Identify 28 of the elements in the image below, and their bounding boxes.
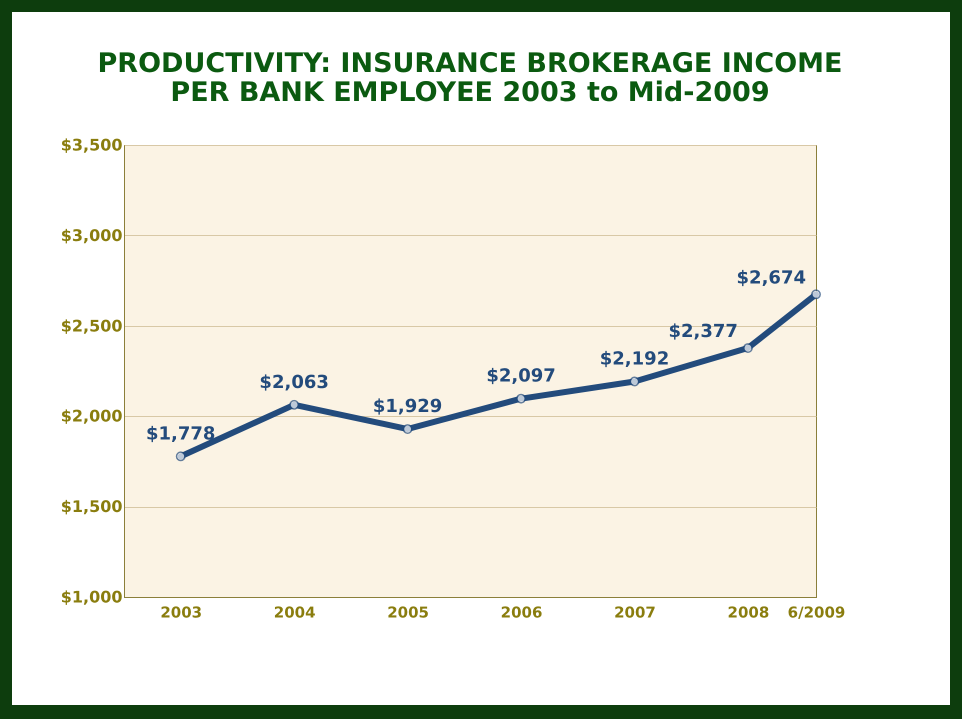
point <box>630 376 640 386</box>
point <box>176 451 186 462</box>
data-label: $2,192 <box>600 348 670 370</box>
x-tick-label: 2006 <box>500 604 542 622</box>
x-tick-label: 6/2009 <box>788 604 846 622</box>
x-tick-label: 2008 <box>728 604 770 622</box>
data-label: $1,929 <box>372 396 442 418</box>
data-label: $1,778 <box>146 423 216 444</box>
y-tick-label: $1,000 <box>60 588 122 606</box>
point <box>402 424 413 434</box>
y-tick-label: $1,500 <box>60 497 122 516</box>
chart-title: PRODUCTIVITY: INSURANCE BROKERAGE INCOME PER BANK EMPLOYEE 2003 to Mid-2009 <box>98 48 842 108</box>
y-tick-label: $3,000 <box>60 226 122 245</box>
point <box>743 343 753 353</box>
point <box>516 394 526 404</box>
x-tick-label: 2005 <box>387 604 429 622</box>
y-tick-label: $3,500 <box>60 136 122 154</box>
data-label: $2,377 <box>668 321 738 342</box>
data-label: $2,674 <box>736 267 806 288</box>
data-label: $2,063 <box>259 372 329 393</box>
x-tick-label: 2003 <box>160 604 202 622</box>
y-tick-label: $2,500 <box>60 316 122 336</box>
point <box>811 289 821 300</box>
x-tick-label: 2004 <box>274 604 316 622</box>
point <box>289 400 300 410</box>
y-tick-label: $2,000 <box>60 406 122 426</box>
x-tick-label: 2007 <box>614 604 656 622</box>
data-label: $2,097 <box>486 366 556 387</box>
